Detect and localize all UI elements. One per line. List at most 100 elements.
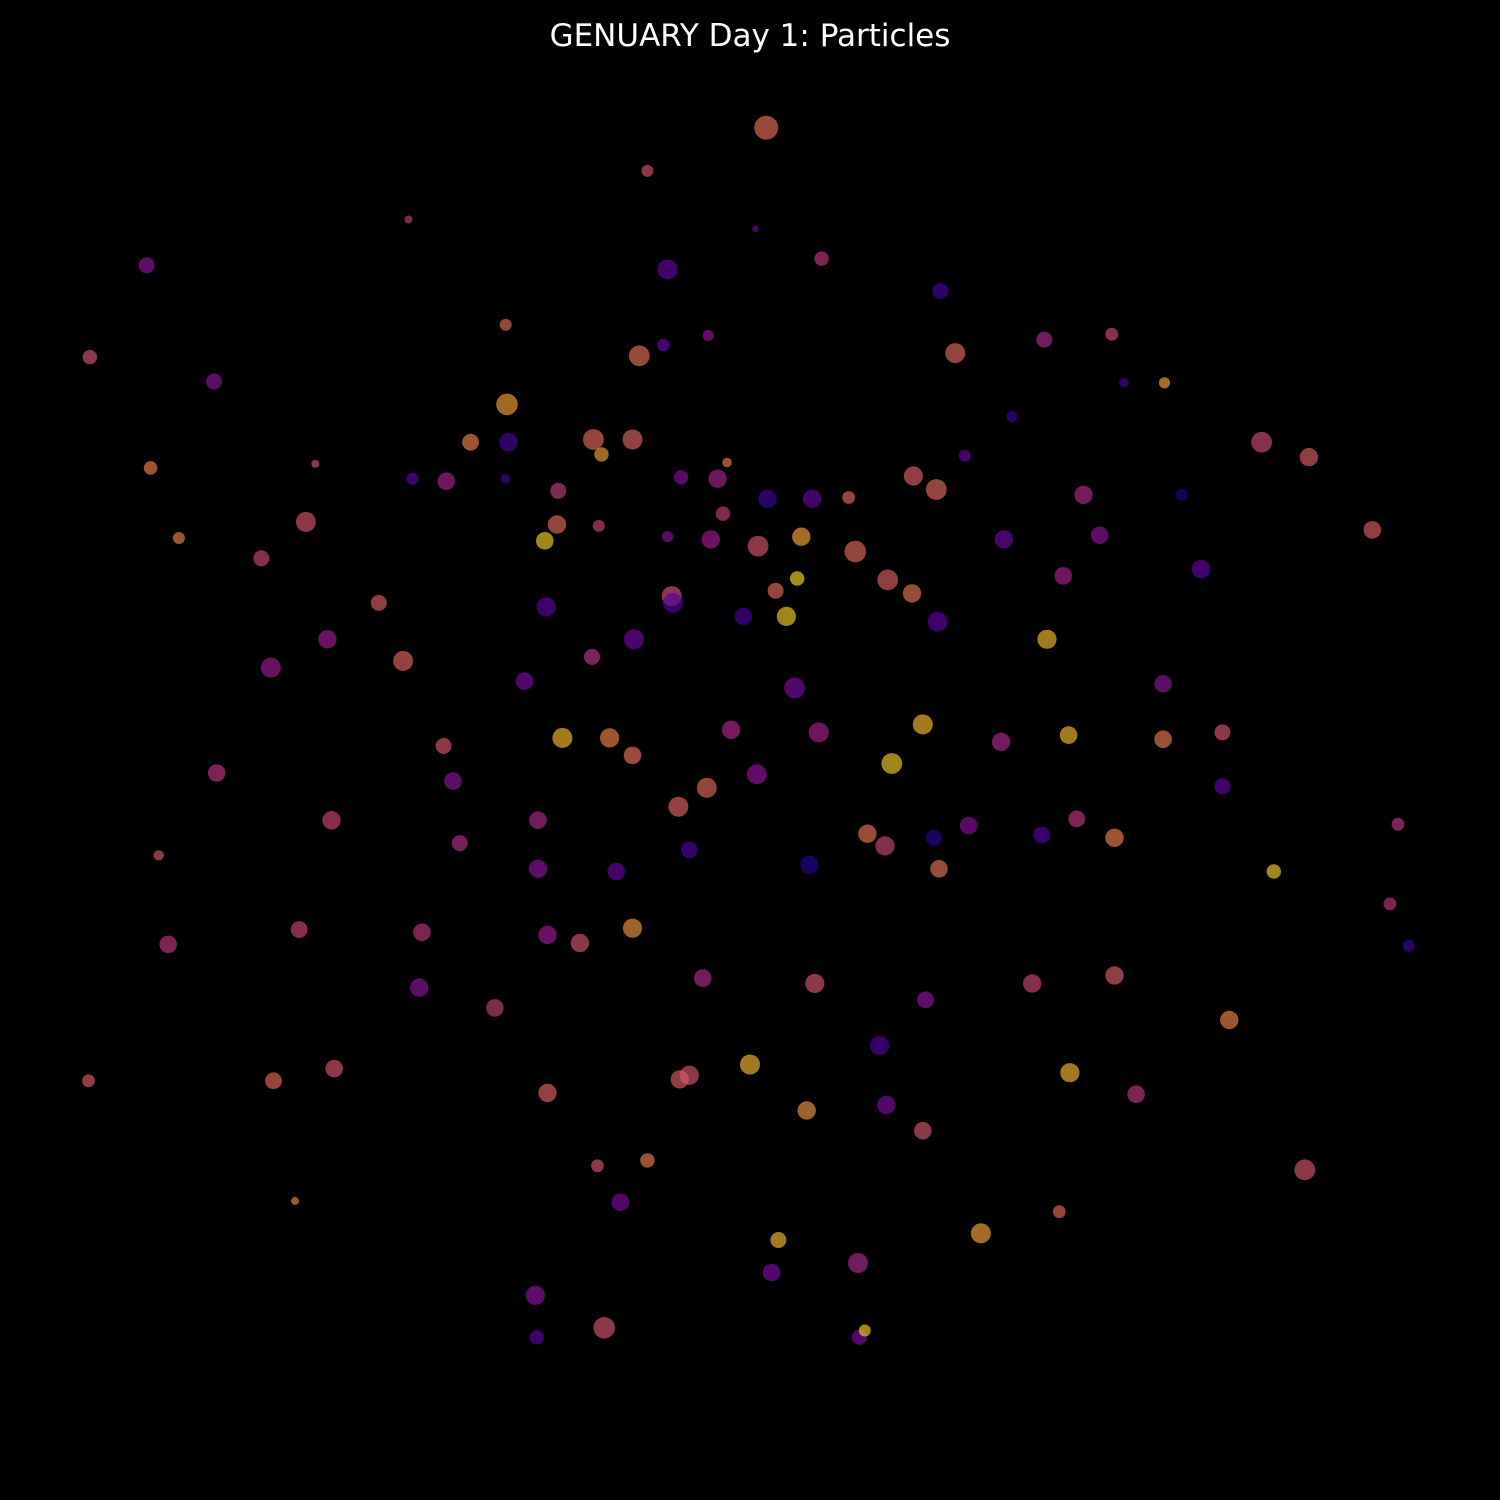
particle-point <box>528 859 548 878</box>
particle-point <box>295 511 316 532</box>
particle-point <box>858 824 877 843</box>
particle-point <box>958 449 971 462</box>
particle-point <box>808 722 829 743</box>
particle-point <box>437 472 456 491</box>
particle-point <box>500 473 511 484</box>
particle-point <box>1119 378 1129 388</box>
particle-point <box>1127 1085 1145 1104</box>
particle-point <box>82 349 98 365</box>
particle-point <box>945 343 966 364</box>
particle-point <box>722 457 732 468</box>
particle-point <box>1214 778 1231 795</box>
particle-point <box>318 630 337 649</box>
particle-point <box>877 1095 896 1115</box>
particle-point <box>1191 559 1211 579</box>
particle-point <box>842 491 855 504</box>
particle-point <box>932 283 949 299</box>
particle-point <box>668 796 689 817</box>
particle-point <box>754 115 779 140</box>
particle-point <box>797 1101 816 1120</box>
particle-point <box>640 1153 655 1168</box>
particle-point <box>1060 1063 1080 1083</box>
particle-point <box>153 850 164 861</box>
particle-point <box>1036 331 1053 348</box>
particle-point <box>370 594 387 611</box>
particle-point <box>927 611 948 632</box>
particle-point <box>670 1070 689 1089</box>
particle-point <box>1105 966 1124 985</box>
particle-point <box>715 506 731 521</box>
particle-point <box>291 1196 299 1205</box>
particle-point <box>1054 567 1072 585</box>
particle-point <box>858 1324 871 1337</box>
particle-point <box>663 592 683 613</box>
particle-point <box>260 657 281 678</box>
particle-point <box>805 973 825 994</box>
particle-point <box>790 571 805 586</box>
particle-point <box>529 1330 544 1345</box>
particle-point <box>515 672 534 690</box>
particle-point <box>393 650 414 671</box>
particle-point <box>680 841 698 859</box>
particle-point <box>881 753 903 774</box>
particle-point <box>628 345 650 367</box>
particle-point <box>1006 410 1018 423</box>
particle-point <box>784 677 805 699</box>
particle-point <box>611 1193 630 1212</box>
particle-point <box>159 935 177 954</box>
particle-point <box>1022 974 1042 993</box>
particle-point <box>721 720 741 739</box>
particle-point <box>776 606 797 627</box>
particle-point <box>536 532 554 550</box>
particle-point <box>1033 826 1050 844</box>
particle-point <box>172 532 185 544</box>
particle-point <box>641 164 654 177</box>
particle-point <box>903 466 924 486</box>
particle-point <box>767 582 784 599</box>
particle-point <box>802 489 822 509</box>
particle-point <box>814 251 829 266</box>
particle-point <box>138 257 155 274</box>
particle-layer <box>82 115 1415 1345</box>
particle-point <box>206 373 222 390</box>
chart-title: GENUARY Day 1: Particles <box>549 18 951 54</box>
particle-point <box>82 1074 95 1088</box>
particle-point <box>592 519 605 532</box>
particle-point <box>1158 377 1171 389</box>
particle-point <box>591 1159 604 1173</box>
particle-point <box>792 527 811 546</box>
particle-point <box>265 1072 282 1090</box>
particle-point <box>1363 521 1382 539</box>
particle-point <box>623 629 644 650</box>
particle-point <box>451 835 468 852</box>
particle-point <box>552 727 573 748</box>
particle-point <box>657 338 670 352</box>
particle-point <box>406 472 419 485</box>
particle-point <box>290 921 308 938</box>
particle-point <box>570 933 590 953</box>
particle-point <box>800 855 819 874</box>
particle-point <box>538 1083 557 1103</box>
particle-point <box>657 259 678 280</box>
particle-point <box>462 433 479 451</box>
particle-point <box>740 1054 760 1075</box>
particle-point <box>525 1285 546 1305</box>
particle-point <box>1220 1010 1239 1030</box>
particle-point <box>844 540 867 563</box>
particle-point <box>870 1036 890 1056</box>
particle-point <box>877 569 899 591</box>
particle-point <box>404 215 413 224</box>
particle-point <box>770 1232 787 1248</box>
particle-point <box>673 470 689 485</box>
particle-point <box>994 530 1013 549</box>
particle-point <box>311 459 320 468</box>
particle-point <box>253 550 270 567</box>
particle-point <box>594 447 609 462</box>
particle-point <box>1037 629 1057 649</box>
particle-point <box>1176 488 1188 501</box>
particle-point <box>496 393 518 416</box>
particle-point <box>762 1263 781 1282</box>
particle-point <box>1105 828 1124 847</box>
